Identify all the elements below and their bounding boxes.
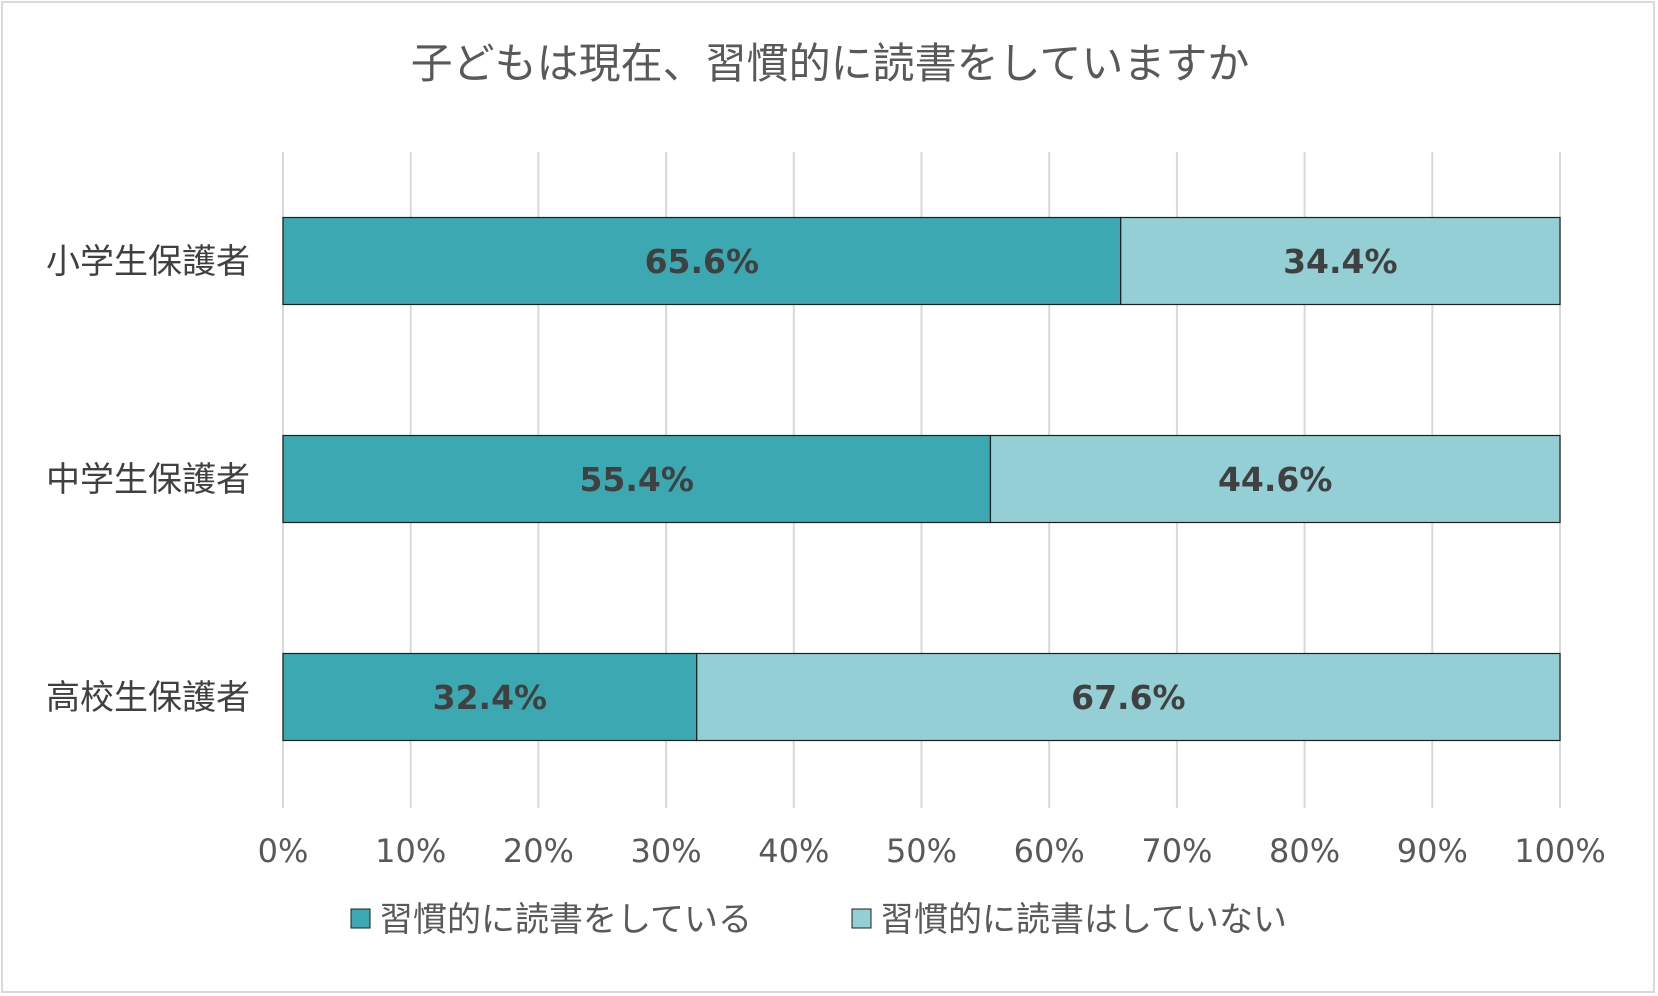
x-tick-label: 80% <box>1269 832 1340 870</box>
bar-segment <box>1120 216 1561 306</box>
bar-segment <box>282 652 698 742</box>
data-labels: 65.6% 34.4% 55.4% 44.6% 32.4% 67.6% <box>433 242 1398 717</box>
category-label: 高校生保護者 <box>46 678 250 718</box>
legend: 習慣的に読書をしている 習慣的に読書はしていない <box>350 900 1287 940</box>
legend-swatch <box>350 908 371 929</box>
data-label: 55.4% <box>579 460 694 499</box>
x-tick-label: 10% <box>375 832 446 870</box>
x-tick-label: 70% <box>1141 832 1212 870</box>
bar-segment <box>989 434 1561 524</box>
value-axis: 0% 10% 20% 30% 40% 50% 60% 70% 80% 90% 100% <box>258 832 1606 870</box>
data-label: 44.6% <box>1218 460 1333 499</box>
data-label: 32.4% <box>433 678 548 717</box>
bar-segment <box>282 216 1122 306</box>
x-tick-label: 60% <box>1014 832 1085 870</box>
x-tick-label: 90% <box>1397 832 1468 870</box>
x-tick-label: 30% <box>631 832 702 870</box>
category-label: 小学生保護者 <box>46 242 250 282</box>
x-tick-label: 0% <box>258 832 309 870</box>
category-label: 中学生保護者 <box>46 460 250 500</box>
bar-segments <box>282 216 1561 742</box>
chart-title: 子どもは現在、習慣的に読書をしていますか <box>411 39 1250 88</box>
data-label: 65.6% <box>645 242 760 281</box>
bar-segment <box>282 434 992 524</box>
legend-label: 習慣的に読書をしている <box>379 900 752 940</box>
data-label: 34.4% <box>1283 242 1398 281</box>
data-label: 67.6% <box>1071 678 1186 717</box>
x-tick-label: 20% <box>503 832 574 870</box>
x-tick-label: 40% <box>758 832 829 870</box>
x-tick-label: 100% <box>1514 832 1605 870</box>
bar-segment <box>696 652 1561 742</box>
legend-label: 習慣的に読書はしていない <box>880 900 1287 940</box>
x-tick-label: 50% <box>886 832 957 870</box>
legend-swatch <box>851 908 872 929</box>
